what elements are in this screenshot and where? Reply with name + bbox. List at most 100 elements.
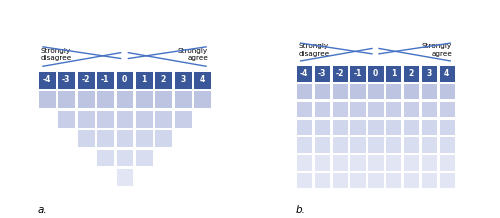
Bar — [38, 90, 56, 108]
Bar — [135, 129, 153, 147]
Bar — [296, 119, 312, 135]
Text: -1: -1 — [354, 69, 362, 78]
Text: -2: -2 — [82, 75, 90, 84]
Bar — [296, 154, 312, 171]
Bar — [38, 71, 56, 89]
Bar — [368, 83, 384, 99]
Bar — [332, 65, 348, 82]
Bar — [116, 129, 134, 147]
Bar — [385, 119, 402, 135]
Bar — [314, 172, 330, 188]
Text: Strongly
agree: Strongly agree — [178, 48, 208, 61]
Bar — [385, 83, 402, 99]
Bar — [332, 119, 348, 135]
Bar — [332, 83, 348, 99]
Bar — [332, 136, 348, 153]
Bar — [438, 154, 455, 171]
Bar — [296, 83, 312, 99]
Text: 2: 2 — [408, 69, 414, 78]
Bar — [76, 71, 94, 89]
Text: 1: 1 — [142, 75, 146, 84]
Bar — [420, 83, 437, 99]
Bar — [368, 136, 384, 153]
Bar — [403, 172, 419, 188]
Bar — [76, 129, 94, 147]
Bar — [96, 110, 114, 128]
Text: 4: 4 — [200, 75, 205, 84]
Bar — [420, 65, 437, 82]
Text: Strongly
disagree: Strongly disagree — [41, 48, 72, 61]
Bar — [403, 154, 419, 171]
Bar — [420, 136, 437, 153]
Bar — [438, 119, 455, 135]
Bar — [116, 168, 134, 186]
Bar — [350, 119, 366, 135]
Bar — [174, 110, 192, 128]
Bar — [420, 154, 437, 171]
Text: 2: 2 — [160, 75, 166, 84]
Bar — [135, 110, 153, 128]
Text: 3: 3 — [180, 75, 186, 84]
Bar — [368, 172, 384, 188]
Text: 0: 0 — [122, 75, 127, 84]
Bar — [385, 172, 402, 188]
Bar — [116, 71, 134, 89]
Bar — [368, 65, 384, 82]
Bar — [174, 90, 192, 108]
Text: -1: -1 — [101, 75, 110, 84]
Bar — [314, 136, 330, 153]
Bar — [385, 136, 402, 153]
Bar — [96, 149, 114, 167]
Bar — [350, 101, 366, 117]
Bar — [314, 83, 330, 99]
Text: Strongly
agree: Strongly agree — [422, 44, 452, 57]
Bar — [420, 119, 437, 135]
Text: -3: -3 — [62, 75, 70, 84]
Bar — [403, 119, 419, 135]
Bar — [332, 172, 348, 188]
Bar — [296, 101, 312, 117]
Bar — [403, 136, 419, 153]
Bar — [116, 149, 134, 167]
Bar — [174, 71, 192, 89]
Text: -2: -2 — [336, 69, 344, 78]
Bar — [76, 90, 94, 108]
Bar — [296, 172, 312, 188]
Bar — [154, 110, 172, 128]
Text: b.: b. — [296, 206, 305, 215]
Bar — [194, 90, 211, 108]
Bar — [296, 65, 312, 82]
Bar — [116, 90, 134, 108]
Bar — [420, 172, 437, 188]
Bar — [58, 71, 75, 89]
Bar — [368, 154, 384, 171]
Text: 0: 0 — [373, 69, 378, 78]
Bar — [403, 65, 419, 82]
Bar — [350, 172, 366, 188]
Bar — [116, 110, 134, 128]
Bar — [314, 154, 330, 171]
Bar — [76, 110, 94, 128]
Text: -4: -4 — [300, 69, 308, 78]
Bar — [314, 101, 330, 117]
Bar — [385, 65, 402, 82]
Bar — [96, 90, 114, 108]
Text: a.: a. — [37, 205, 46, 215]
Bar — [420, 101, 437, 117]
Text: -3: -3 — [318, 69, 326, 78]
Bar — [438, 83, 455, 99]
Text: 3: 3 — [426, 69, 432, 78]
Bar — [368, 119, 384, 135]
Bar — [96, 71, 114, 89]
Text: Strongly
disagree: Strongly disagree — [299, 44, 330, 57]
Bar — [58, 90, 75, 108]
Bar — [385, 154, 402, 171]
Bar — [332, 101, 348, 117]
Bar — [135, 149, 153, 167]
Text: 1: 1 — [390, 69, 396, 78]
Bar — [438, 136, 455, 153]
Bar — [403, 101, 419, 117]
Text: -4: -4 — [42, 75, 51, 84]
Bar — [350, 83, 366, 99]
Bar — [194, 71, 211, 89]
